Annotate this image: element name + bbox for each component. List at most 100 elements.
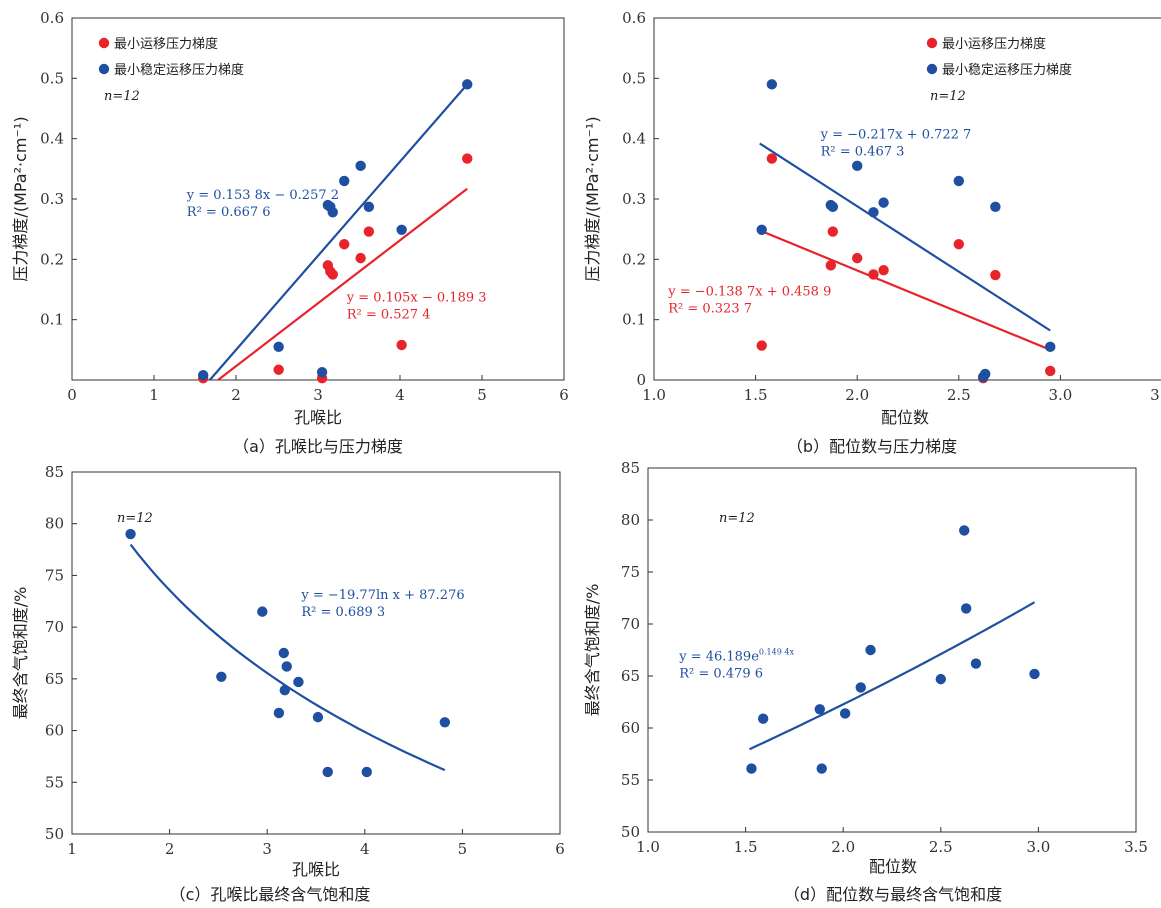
panel-a-fit-lines bbox=[208, 83, 469, 381]
data-point bbox=[990, 269, 1001, 281]
legend-marker bbox=[926, 63, 938, 75]
data-point bbox=[273, 707, 285, 719]
panel-c-fit-lines bbox=[129, 543, 446, 772]
data-point bbox=[316, 366, 328, 378]
x-tick-label: 3.0 bbox=[1026, 838, 1050, 856]
panel-d-caption: （d）配位数与最终含气饱和度 bbox=[784, 885, 1002, 904]
data-point bbox=[355, 252, 366, 264]
fit-line bbox=[208, 83, 469, 381]
panel-a-data-points bbox=[198, 79, 473, 384]
panel-b-fit-lines bbox=[759, 142, 1051, 351]
fit-r-squared: R² = 0.689 3 bbox=[301, 605, 385, 620]
y-tick-label: 80 bbox=[45, 515, 64, 533]
panel-a-x-axis-title: 孔喉比 bbox=[294, 408, 342, 427]
x-tick-label: 1.0 bbox=[636, 838, 660, 856]
y-tick-label: 0.1 bbox=[622, 311, 646, 329]
data-point bbox=[825, 260, 836, 271]
y-tick-label: 50 bbox=[45, 825, 64, 843]
data-point bbox=[827, 226, 839, 237]
data-point bbox=[439, 717, 451, 728]
panel-c-caption: （c）孔喉比最终含气饱和度 bbox=[170, 885, 371, 904]
panel-a-caption: （a）孔喉比与压力梯度 bbox=[233, 437, 403, 456]
y-tick-label: 70 bbox=[621, 615, 640, 633]
data-point bbox=[953, 239, 964, 250]
x-tick-label: 2.5 bbox=[947, 386, 971, 404]
x-tick-label: 6 bbox=[555, 840, 565, 858]
y-tick-label: 80 bbox=[621, 511, 640, 529]
panel-c-chart: 1 2 3 4 5 6 50 55 60 65 70 75 80 85 n=12 孔喉比 最终含气饱和度/… bbox=[11, 463, 565, 904]
y-tick-label: 55 bbox=[45, 773, 64, 791]
data-point bbox=[125, 528, 136, 540]
x-tick-label: 2.5 bbox=[929, 838, 953, 856]
x-tick-label: 2.0 bbox=[845, 386, 869, 404]
panel-d-ticks: 1.0 1.5 2.0 2.5 3.0 3.5 50 55 60 65 70 75 80 85 bbox=[621, 459, 1148, 856]
data-point bbox=[868, 207, 879, 218]
y-tick-label: 0.3 bbox=[40, 190, 64, 208]
y-tick-label: 0.6 bbox=[622, 9, 646, 27]
fit-equation: y = −0.217x + 0.722 7 bbox=[820, 128, 972, 143]
data-point bbox=[396, 224, 407, 235]
fit-r-squared: R² = 0.527 4 bbox=[347, 308, 431, 323]
panel-b-chart: 1.0 1.5 2.0 2.5 3.0 3.5 0 0.1 0.2 0.3 0.4 0.5 0.6 最小… bbox=[583, 9, 1161, 456]
panel-b-x-axis-title: 配位数 bbox=[881, 408, 929, 427]
data-point bbox=[814, 704, 825, 715]
data-point bbox=[852, 252, 863, 264]
y-tick-label: 55 bbox=[621, 771, 640, 789]
data-point bbox=[361, 766, 372, 778]
panel-c-y-axis-title: 最终含气饱和度/% bbox=[11, 587, 30, 720]
panel-a-ticks: 0 1 2 3 4 5 6 0.1 0.2 0.3 0.4 0.5 0.6 bbox=[40, 9, 569, 404]
panel-b-y-axis-title: 压力梯度/(MPa²·cm⁻¹) bbox=[583, 116, 602, 281]
legend-label: 最小运移压力梯度 bbox=[114, 36, 218, 52]
panel-b-plot-frame bbox=[653, 17, 1161, 381]
y-tick-label: 0.1 bbox=[40, 311, 64, 329]
x-tick-label: 4 bbox=[360, 840, 370, 858]
data-point bbox=[1045, 341, 1056, 353]
legend-label: 最小运移压力梯度 bbox=[942, 36, 1046, 52]
x-tick-label: 1 bbox=[149, 386, 159, 404]
x-tick-label: 3.5 bbox=[1124, 838, 1148, 856]
data-point bbox=[327, 207, 338, 218]
fit-equation: y = 0.105x − 0.189 3 bbox=[346, 291, 487, 306]
data-point bbox=[953, 175, 964, 187]
data-point bbox=[355, 160, 366, 172]
data-point bbox=[756, 340, 767, 351]
panel-c-n-label: n=12 bbox=[117, 511, 153, 526]
fit-r-squared: R² = 0.667 6 bbox=[187, 205, 271, 220]
data-point bbox=[865, 644, 876, 656]
y-tick-label: 0.2 bbox=[622, 250, 646, 268]
data-point bbox=[878, 197, 889, 208]
fit-equation: y = 46.189e0.149 4x bbox=[678, 647, 794, 664]
data-point bbox=[990, 201, 1001, 213]
panel-d-data-points bbox=[746, 525, 1040, 774]
y-tick-label: 0.5 bbox=[622, 69, 646, 87]
data-point bbox=[756, 224, 767, 235]
panel-d-x-axis-title: 配位数 bbox=[869, 857, 917, 876]
x-tick-label: 3.0 bbox=[1048, 386, 1072, 404]
fit-line bbox=[129, 543, 446, 772]
fit-line bbox=[749, 601, 1036, 751]
panel-d-plot-frame bbox=[647, 467, 1137, 833]
data-point bbox=[878, 264, 889, 276]
data-point bbox=[1029, 668, 1040, 680]
y-tick-label: 60 bbox=[45, 722, 64, 740]
y-tick-label: 85 bbox=[45, 463, 64, 481]
data-point bbox=[363, 226, 375, 237]
y-tick-label: 0.3 bbox=[622, 190, 646, 208]
panel-b-caption: （b）配位数与压力梯度 bbox=[787, 437, 957, 456]
panel-c-plot-frame bbox=[71, 471, 561, 835]
y-tick-label: 75 bbox=[45, 566, 64, 584]
panel-c-x-axis-title: 孔喉比 bbox=[292, 860, 340, 879]
data-point bbox=[339, 239, 350, 250]
data-point bbox=[935, 673, 946, 685]
data-point bbox=[327, 269, 338, 280]
x-tick-label: 5 bbox=[458, 840, 468, 858]
x-tick-label: 1.5 bbox=[734, 838, 758, 856]
data-point bbox=[363, 201, 375, 213]
x-tick-label: 3 bbox=[262, 840, 272, 858]
fit-line bbox=[759, 142, 1051, 332]
panel-d-y-axis-title: 最终含气饱和度/% bbox=[583, 584, 602, 717]
panel-a-y-axis-title: 压力梯度/(MPa²·cm⁻¹) bbox=[11, 116, 30, 281]
legend-label: 最小稳定运移压力梯度 bbox=[942, 62, 1072, 78]
data-point bbox=[746, 763, 757, 774]
fit-equation-exponent: 0.149 4x bbox=[759, 647, 795, 656]
